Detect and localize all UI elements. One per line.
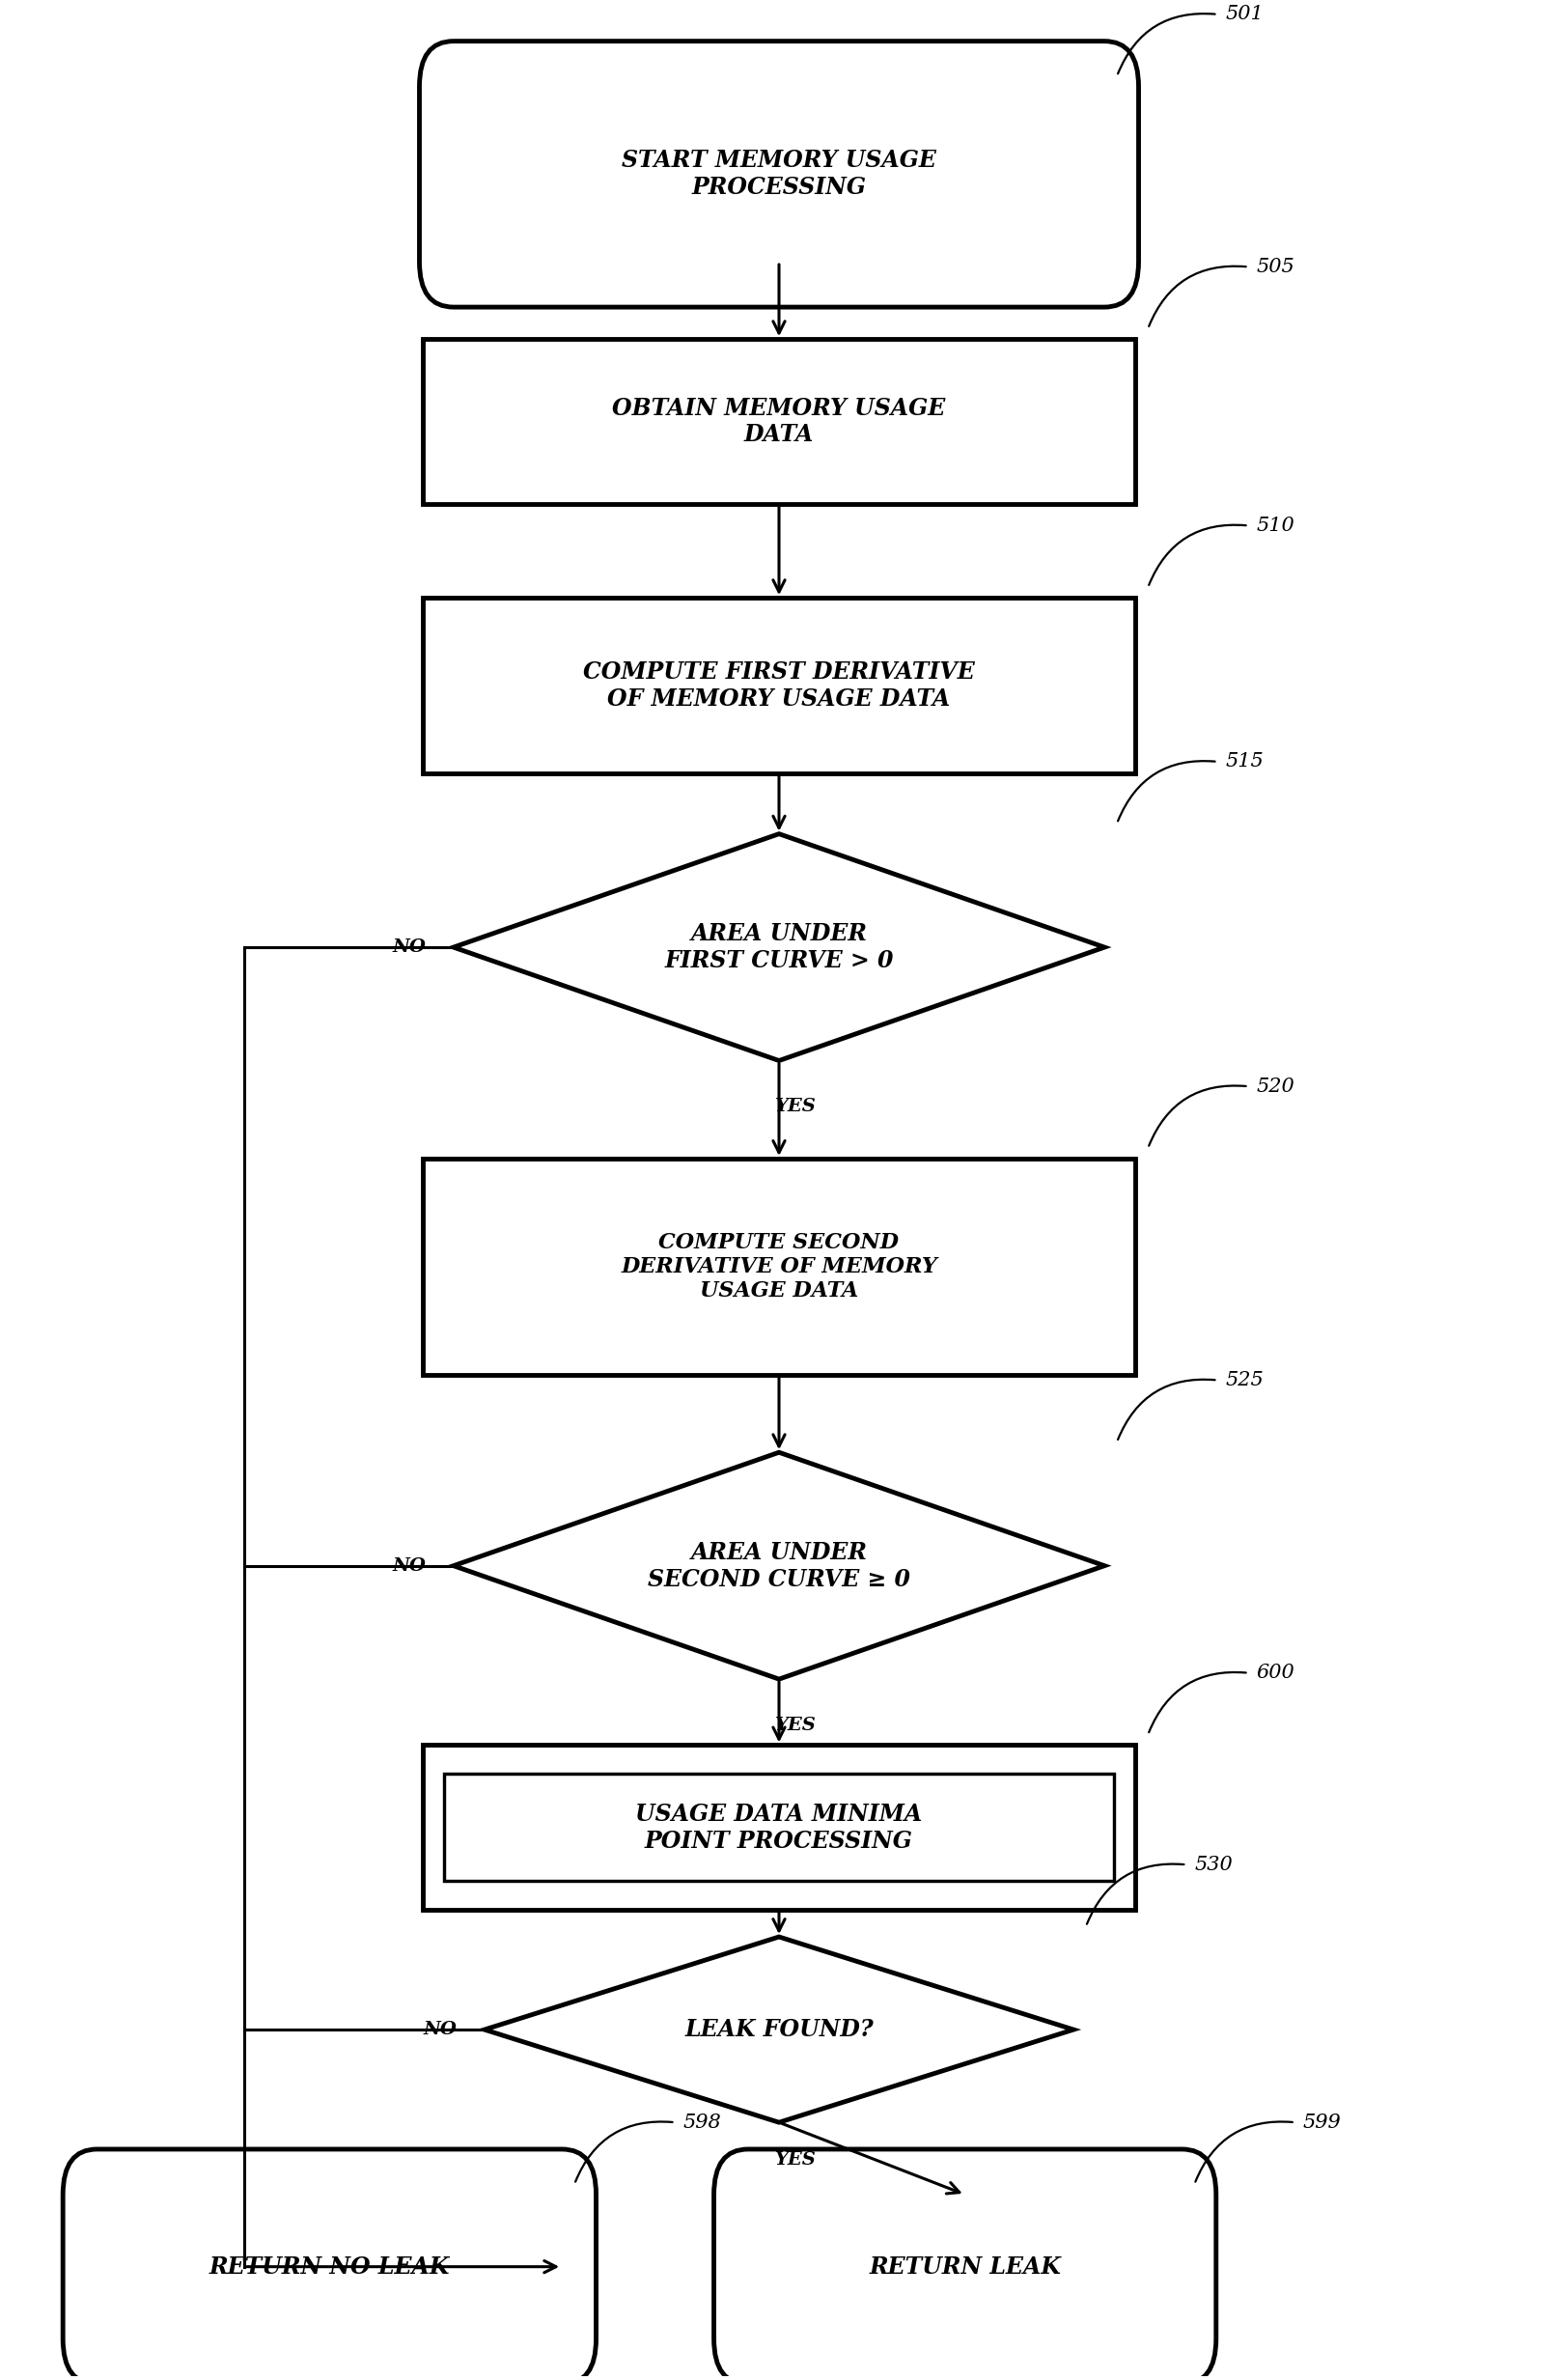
- Bar: [422, 338, 1136, 505]
- Polygon shape: [453, 833, 1105, 1061]
- Text: OBTAIN MEMORY USAGE
DATA: OBTAIN MEMORY USAGE DATA: [612, 397, 946, 447]
- Text: AREA UNDER
SECOND CURVE ≥ 0: AREA UNDER SECOND CURVE ≥ 0: [648, 1540, 910, 1590]
- Text: START MEMORY USAGE
PROCESSING: START MEMORY USAGE PROCESSING: [622, 150, 936, 200]
- Text: NO: NO: [393, 938, 425, 957]
- Polygon shape: [485, 1937, 1073, 2123]
- Text: 515: 515: [1226, 752, 1264, 771]
- Text: USAGE DATA MINIMA
POINT PROCESSING: USAGE DATA MINIMA POINT PROCESSING: [636, 1802, 922, 1852]
- FancyBboxPatch shape: [62, 2149, 597, 2380]
- Text: 510: 510: [1256, 516, 1295, 536]
- Text: 598: 598: [682, 2113, 721, 2132]
- Text: 505: 505: [1256, 257, 1295, 276]
- Text: RETURN LEAK: RETURN LEAK: [869, 2256, 1061, 2278]
- Text: YES: YES: [774, 1097, 815, 1116]
- Text: YES: YES: [774, 1716, 815, 1733]
- Text: COMPUTE FIRST DERIVATIVE
OF MEMORY USAGE DATA: COMPUTE FIRST DERIVATIVE OF MEMORY USAGE…: [583, 659, 975, 712]
- Bar: [422, 1159, 1136, 1376]
- FancyBboxPatch shape: [419, 40, 1139, 307]
- Text: 525: 525: [1226, 1371, 1264, 1390]
- Text: COMPUTE SECOND
DERIVATIVE OF MEMORY
USAGE DATA: COMPUTE SECOND DERIVATIVE OF MEMORY USAG…: [620, 1233, 938, 1302]
- Bar: [444, 1773, 1114, 1880]
- Polygon shape: [453, 1452, 1105, 1680]
- Text: AREA UNDER
FIRST CURVE > 0: AREA UNDER FIRST CURVE > 0: [664, 921, 894, 973]
- Text: NO: NO: [393, 1557, 425, 1576]
- Bar: [422, 1745, 1136, 1911]
- Text: 530: 530: [1195, 1856, 1232, 1873]
- Text: NO: NO: [422, 2021, 456, 2037]
- Text: 501: 501: [1226, 5, 1264, 24]
- Text: YES: YES: [774, 2152, 815, 2168]
- Text: 520: 520: [1256, 1078, 1295, 1095]
- Text: RETURN NO LEAK: RETURN NO LEAK: [209, 2256, 450, 2278]
- Text: LEAK FOUND?: LEAK FOUND?: [684, 2018, 874, 2042]
- FancyBboxPatch shape: [714, 2149, 1217, 2380]
- Bar: [422, 597, 1136, 774]
- Text: 599: 599: [1302, 2113, 1341, 2132]
- Text: 600: 600: [1256, 1664, 1295, 1683]
